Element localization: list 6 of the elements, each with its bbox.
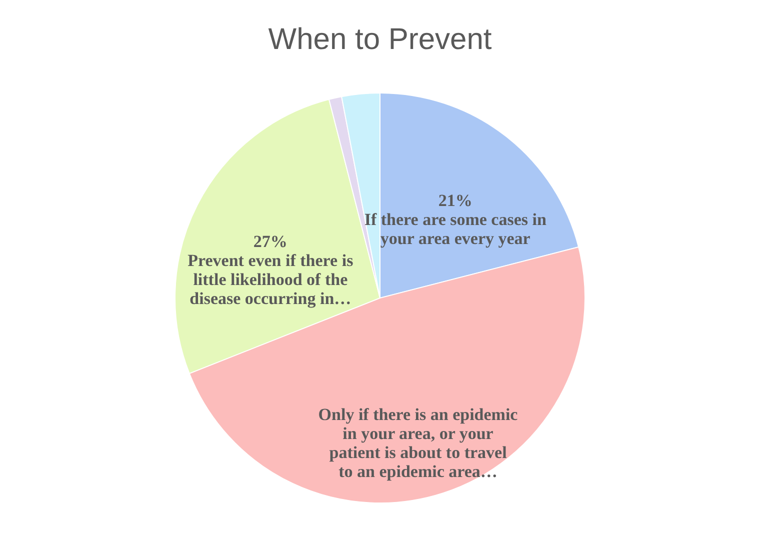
data-label: 21% xyxy=(438,190,472,210)
chart-title: When to Prevent xyxy=(268,23,492,56)
slice-label: If there are some cases in your area every year xyxy=(364,210,547,248)
slice-label: Only if there is an epidemic in your area, or your patient is about to travel to an epidemic area… xyxy=(318,404,518,481)
data-label: 27% xyxy=(253,232,288,252)
slice-label: Prevent even if there is little likelihood of the disease occurring in… xyxy=(188,251,354,308)
